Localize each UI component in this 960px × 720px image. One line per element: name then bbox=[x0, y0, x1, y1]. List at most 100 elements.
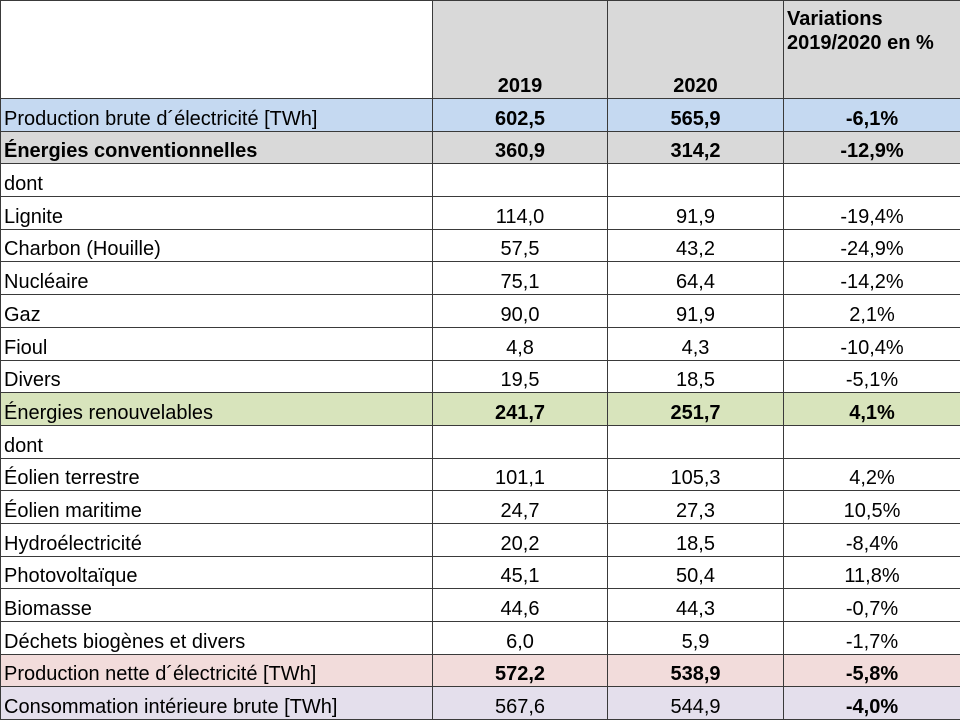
value-cell: -8,4% bbox=[783, 522, 960, 557]
value-cell: 572,2 bbox=[432, 653, 608, 688]
value-cell: -4,0% bbox=[783, 686, 960, 720]
value-cell: 105,3 bbox=[607, 457, 784, 492]
value-cell: 91,9 bbox=[607, 294, 784, 328]
row-label: Éolien maritime bbox=[0, 490, 433, 524]
value-cell: 602,5 bbox=[432, 98, 608, 132]
value-cell: 4,2% bbox=[783, 457, 960, 492]
value-cell: -1,7% bbox=[783, 621, 960, 655]
value-cell: 90,0 bbox=[432, 294, 608, 328]
row-label: Fioul bbox=[0, 326, 433, 361]
value-cell: -5,8% bbox=[783, 653, 960, 688]
value-cell: 101,1 bbox=[432, 457, 608, 492]
value-cell: 5,9 bbox=[607, 621, 784, 655]
value-cell: 45,1 bbox=[432, 555, 608, 590]
row-label: Biomasse bbox=[0, 588, 433, 622]
value-cell: 360,9 bbox=[432, 130, 608, 165]
row-label: Énergies conventionnelles bbox=[0, 130, 433, 165]
table-body: Production brute d´électricité [TWh] 602,… bbox=[0, 98, 960, 720]
value-cell: 565,9 bbox=[607, 98, 784, 132]
table-row: dont bbox=[0, 163, 960, 198]
table-row: dont bbox=[0, 424, 960, 459]
value-cell: -14,2% bbox=[783, 261, 960, 296]
value-cell: 4,8 bbox=[432, 326, 608, 361]
table-row: Déchets biogènes et divers 6,0 5,9 -1,7% bbox=[0, 621, 960, 655]
header-cell bbox=[0, 0, 433, 99]
row-label: Photovoltaïque bbox=[0, 555, 433, 590]
value-cell: 10,5% bbox=[783, 490, 960, 524]
value-cell: 11,8% bbox=[783, 555, 960, 590]
value-cell: 2,1% bbox=[783, 294, 960, 328]
table-row: Production brute d´électricité [TWh] 602,… bbox=[0, 98, 960, 132]
row-label: Production brute d´électricité [TWh] bbox=[0, 98, 433, 132]
value-cell: 18,5 bbox=[607, 522, 784, 557]
table-row: Hydroélectricité 20,2 18,5 -8,4% bbox=[0, 522, 960, 557]
value-cell: 567,6 bbox=[432, 686, 608, 720]
row-label: Production nette d´électricité [TWh] bbox=[0, 653, 433, 688]
table-row: Charbon (Houille) 57,5 43,2 -24,9% bbox=[0, 228, 960, 263]
value-cell: -10,4% bbox=[783, 326, 960, 361]
header-cell: Variations 2019/2020 en % bbox=[783, 0, 960, 99]
value-cell: 544,9 bbox=[607, 686, 784, 720]
value-cell: 50,4 bbox=[607, 555, 784, 590]
value-cell: 18,5 bbox=[607, 359, 784, 394]
row-label: Gaz bbox=[0, 294, 433, 328]
row-label: Hydroélectricité bbox=[0, 522, 433, 557]
value-cell: 91,9 bbox=[607, 196, 784, 230]
table-row: Fioul 4,8 4,3 -10,4% bbox=[0, 326, 960, 361]
value-cell bbox=[607, 163, 784, 198]
table-row: Consommation intérieure brute [TWh] 567,6… bbox=[0, 686, 960, 720]
header-cell: 2020 bbox=[607, 0, 784, 99]
value-cell: 114,0 bbox=[432, 196, 608, 230]
table-row: Lignite 114,0 91,9 -19,4% bbox=[0, 196, 960, 230]
table-row: Production nette d´électricité [TWh] 572,… bbox=[0, 653, 960, 688]
value-cell: 24,7 bbox=[432, 490, 608, 524]
value-cell: 4,1% bbox=[783, 392, 960, 426]
value-cell: -24,9% bbox=[783, 228, 960, 263]
row-label: Nucléaire bbox=[0, 261, 433, 296]
value-cell bbox=[607, 424, 784, 459]
row-label: dont bbox=[0, 163, 433, 198]
value-cell: 75,1 bbox=[432, 261, 608, 296]
value-cell: 43,2 bbox=[607, 228, 784, 263]
value-cell: 4,3 bbox=[607, 326, 784, 361]
header-cell: 2019 bbox=[432, 0, 608, 99]
table-row: Gaz 90,0 91,9 2,1% bbox=[0, 294, 960, 328]
value-cell: -19,4% bbox=[783, 196, 960, 230]
table-row: Biomasse 44,6 44,3 -0,7% bbox=[0, 588, 960, 622]
row-label: Divers bbox=[0, 359, 433, 394]
value-cell: -0,7% bbox=[783, 588, 960, 622]
value-cell bbox=[783, 163, 960, 198]
row-label: Lignite bbox=[0, 196, 433, 230]
table-row: Photovoltaïque 45,1 50,4 11,8% bbox=[0, 555, 960, 590]
value-cell: 44,3 bbox=[607, 588, 784, 622]
value-cell: 6,0 bbox=[432, 621, 608, 655]
value-cell: 44,6 bbox=[432, 588, 608, 622]
row-label: Déchets biogènes et divers bbox=[0, 621, 433, 655]
value-cell: 64,4 bbox=[607, 261, 784, 296]
table-row: Divers 19,5 18,5 -5,1% bbox=[0, 359, 960, 394]
value-cell: -12,9% bbox=[783, 130, 960, 165]
value-cell: 538,9 bbox=[607, 653, 784, 688]
value-cell: 20,2 bbox=[432, 522, 608, 557]
value-cell: 241,7 bbox=[432, 392, 608, 426]
value-cell: 19,5 bbox=[432, 359, 608, 394]
value-cell bbox=[432, 424, 608, 459]
row-label: Énergies renouvelables bbox=[0, 392, 433, 426]
value-cell: 27,3 bbox=[607, 490, 784, 524]
table-row: Éolien terrestre 101,1 105,3 4,2% bbox=[0, 457, 960, 492]
value-cell: -5,1% bbox=[783, 359, 960, 394]
value-cell: -6,1% bbox=[783, 98, 960, 132]
table-row: Énergies renouvelables 241,7 251,7 4,1% bbox=[0, 392, 960, 426]
value-cell: 314,2 bbox=[607, 130, 784, 165]
row-label: Éolien terrestre bbox=[0, 457, 433, 492]
header-row: 2019 2020 Variations 2019/2020 en % bbox=[0, 0, 960, 99]
row-label: Consommation intérieure brute [TWh] bbox=[0, 686, 433, 720]
table-row: Énergies conventionnelles 360,9 314,2 -12,9… bbox=[0, 130, 960, 165]
value-cell bbox=[432, 163, 608, 198]
row-label: Charbon (Houille) bbox=[0, 228, 433, 263]
value-cell bbox=[783, 424, 960, 459]
table-row: Éolien maritime 24,7 27,3 10,5% bbox=[0, 490, 960, 524]
table-row: Nucléaire 75,1 64,4 -14,2% bbox=[0, 261, 960, 296]
